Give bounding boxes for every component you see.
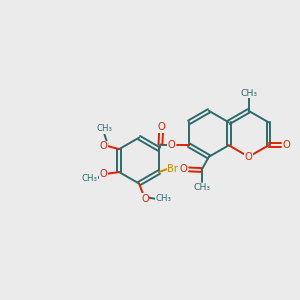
Text: O: O bbox=[100, 141, 107, 151]
Text: O: O bbox=[100, 169, 107, 178]
Text: CH₃: CH₃ bbox=[240, 89, 257, 98]
Text: O: O bbox=[141, 194, 149, 204]
Text: O: O bbox=[167, 140, 175, 150]
Text: O: O bbox=[245, 152, 253, 162]
Text: CH₃: CH₃ bbox=[81, 174, 98, 183]
Text: O: O bbox=[282, 140, 290, 150]
Text: O: O bbox=[157, 122, 165, 132]
Text: CH₃: CH₃ bbox=[193, 183, 210, 192]
Text: O: O bbox=[180, 164, 188, 174]
Text: CH₃: CH₃ bbox=[155, 194, 171, 203]
Text: Br: Br bbox=[167, 164, 178, 174]
Text: CH₃: CH₃ bbox=[97, 124, 112, 133]
